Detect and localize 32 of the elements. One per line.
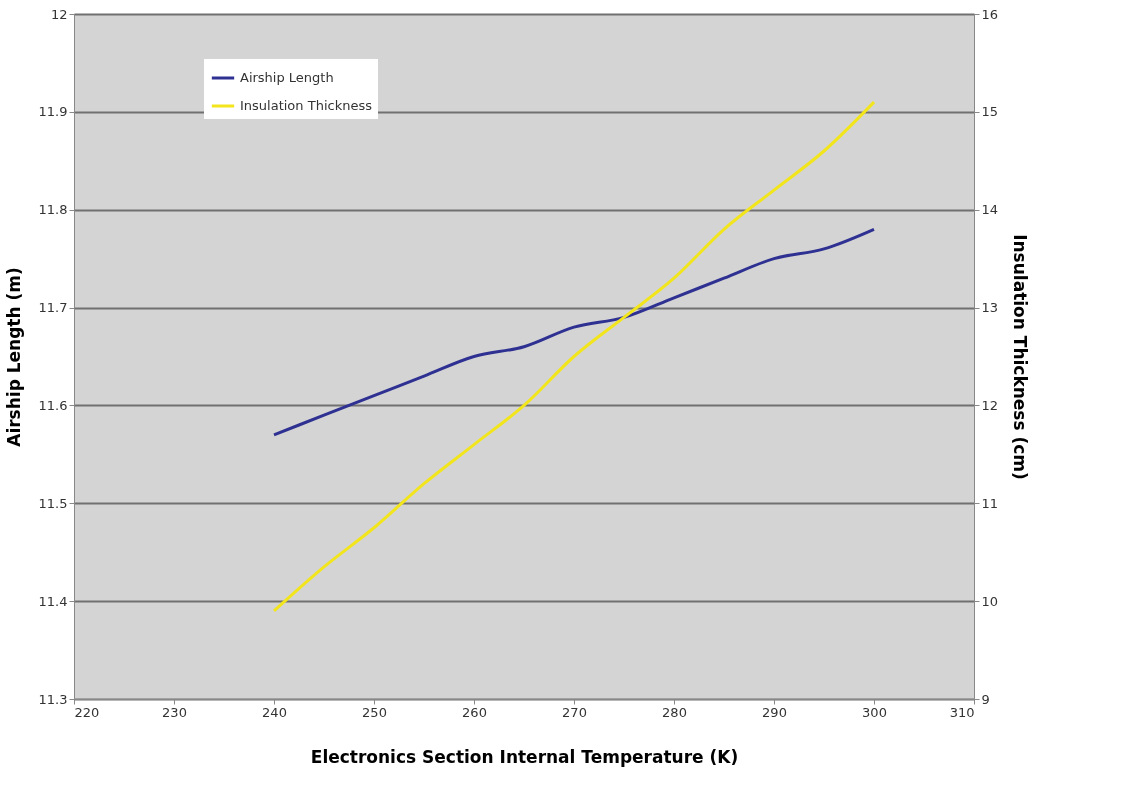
y2-tick-label: 11 — [981, 495, 999, 511]
y-tick-label: 11.5 — [38, 495, 68, 511]
x-axis-title: Electronics Section Internal Temperature (K) — [310, 746, 739, 767]
x-tick-label: 250 — [362, 704, 387, 720]
y-axis-title: Airship Length (m) — [3, 267, 24, 447]
y2-tick-label: 16 — [981, 6, 999, 22]
x-tick-label: 280 — [662, 704, 687, 720]
y2-tick-label: 12 — [981, 397, 999, 413]
y2-axis-title: Insulation Thickness (cm) — [1010, 234, 1031, 480]
x-tick-label: 310 — [949, 704, 975, 720]
y-tick-label: 11.9 — [38, 104, 68, 120]
x-tick-label: 220 — [74, 704, 100, 720]
y-tick-label: 12 — [50, 6, 68, 22]
x-tick-label: 260 — [462, 704, 487, 720]
y2-tick-label: 10 — [981, 593, 999, 609]
y-tick-label: 11.8 — [38, 202, 68, 218]
x-tick-label: 230 — [162, 704, 187, 720]
x-tick-label: 300 — [862, 704, 887, 720]
x-tick-label: 270 — [562, 704, 587, 720]
y-tick-label: 11.7 — [38, 300, 68, 316]
y2-tick-label: 14 — [981, 202, 999, 218]
line-series — [272, 227, 876, 437]
x-tick-label: 290 — [762, 704, 787, 720]
legend-label: Insulation Thickness — [240, 98, 373, 113]
legend-label: Airship Length — [240, 70, 334, 85]
y-tick-label: 11.4 — [38, 593, 68, 609]
y2-tick-label: 13 — [981, 300, 999, 316]
y-tick-label: 11.3 — [38, 691, 68, 707]
y2-tick-label: 9 — [981, 691, 990, 707]
y-tick-label: 11.6 — [38, 397, 68, 413]
y2-tick-label: 15 — [981, 104, 999, 120]
x-tick-label: 240 — [262, 704, 287, 720]
